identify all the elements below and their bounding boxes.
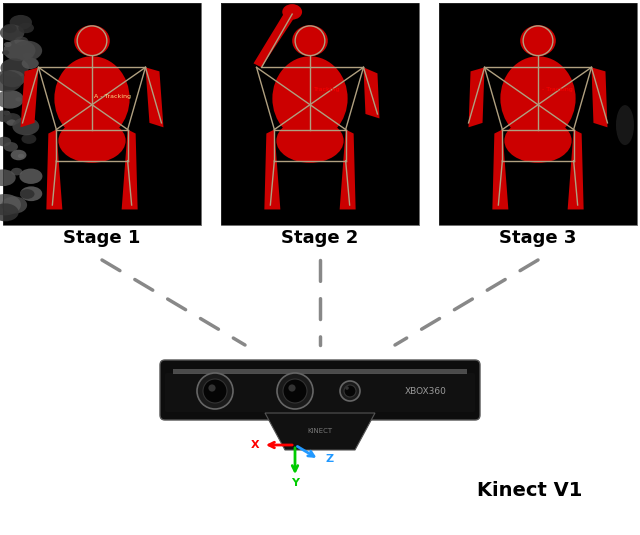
Polygon shape [340,129,356,210]
Ellipse shape [520,25,556,56]
Bar [221,3,419,225]
Polygon shape [265,413,375,450]
Polygon shape [364,67,380,118]
Text: - Tracking: - Tracking [542,87,573,92]
Text: X: X [251,440,259,450]
Polygon shape [122,129,138,210]
Ellipse shape [18,154,24,158]
Ellipse shape [12,41,42,60]
Polygon shape [568,129,584,210]
Ellipse shape [54,56,130,141]
Ellipse shape [273,56,348,141]
Ellipse shape [12,118,39,135]
Bar [439,3,637,225]
Ellipse shape [6,119,17,126]
Text: Kinect V1: Kinect V1 [477,480,582,500]
Ellipse shape [15,97,22,102]
Ellipse shape [3,24,17,33]
Bar [221,3,419,225]
Polygon shape [145,67,163,127]
Bar [3,3,201,225]
Ellipse shape [0,110,12,122]
Polygon shape [20,67,38,127]
Ellipse shape [282,4,302,20]
Text: Z: Z [326,454,334,464]
Ellipse shape [3,111,10,116]
Polygon shape [264,129,280,210]
Circle shape [203,379,227,403]
Ellipse shape [19,22,34,33]
Polygon shape [253,10,298,67]
Text: Stage 3: Stage 3 [499,229,577,247]
Ellipse shape [15,36,28,46]
Ellipse shape [10,15,32,30]
Ellipse shape [22,58,39,69]
Circle shape [289,385,296,392]
FancyBboxPatch shape [160,360,480,420]
Ellipse shape [0,137,11,147]
Ellipse shape [1,58,29,77]
FancyBboxPatch shape [165,373,475,412]
Circle shape [197,373,233,409]
Ellipse shape [58,118,125,163]
Text: Stage 1: Stage 1 [63,229,141,247]
Ellipse shape [19,169,42,184]
Text: Y: Y [291,478,299,488]
Polygon shape [46,129,62,210]
Ellipse shape [0,71,22,91]
Ellipse shape [0,25,24,41]
Text: A - Tracking: A - Tracking [94,94,131,99]
Polygon shape [492,129,508,210]
Circle shape [340,381,360,401]
Circle shape [277,373,313,409]
Circle shape [344,385,356,397]
Ellipse shape [0,194,21,216]
Text: Stage 2: Stage 2 [282,229,358,247]
Bar [439,3,637,225]
Ellipse shape [504,118,572,163]
Circle shape [345,386,349,390]
Ellipse shape [500,56,575,141]
Circle shape [283,379,307,403]
Ellipse shape [3,113,21,125]
Ellipse shape [25,105,34,111]
Ellipse shape [0,90,24,109]
Circle shape [209,385,216,392]
Ellipse shape [3,40,35,61]
Ellipse shape [11,168,22,175]
Ellipse shape [616,105,634,145]
Bar [3,3,201,225]
Ellipse shape [22,52,33,59]
Ellipse shape [276,118,344,163]
Ellipse shape [0,170,16,186]
Ellipse shape [74,25,110,56]
Ellipse shape [1,196,27,213]
Ellipse shape [21,134,36,144]
Ellipse shape [20,189,35,199]
Text: KINECT: KINECT [307,428,333,434]
Ellipse shape [0,70,25,87]
Ellipse shape [11,150,26,160]
Ellipse shape [0,203,19,221]
Bar [173,369,467,374]
Ellipse shape [4,142,18,151]
Text: Tracking: Tracking [314,87,340,92]
Polygon shape [468,67,484,127]
Text: XBOX360: XBOX360 [405,386,447,395]
Ellipse shape [4,42,12,47]
Ellipse shape [20,186,42,201]
Ellipse shape [2,50,9,55]
Ellipse shape [292,25,328,56]
Polygon shape [591,67,607,127]
